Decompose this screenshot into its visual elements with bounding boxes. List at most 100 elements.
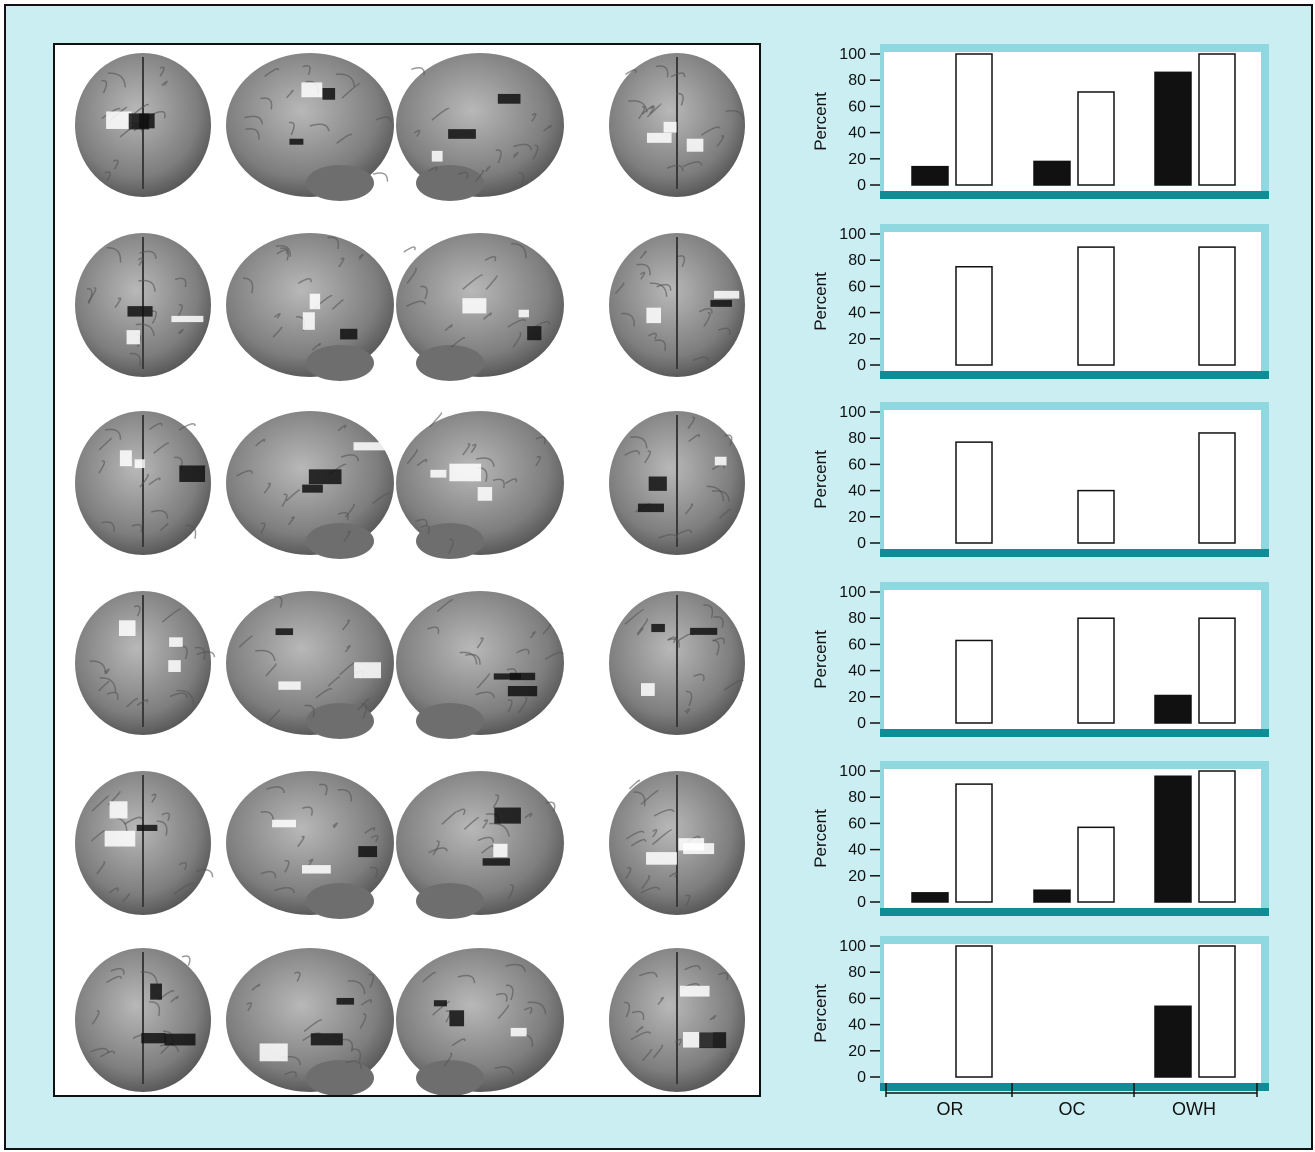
bar-black-oc	[1033, 160, 1071, 186]
y-tick-label: 60	[848, 98, 866, 115]
y-tick-label: 80	[848, 789, 866, 806]
chart-frame-bottom	[880, 191, 1269, 199]
y-tick-label: 0	[857, 535, 866, 552]
chart-frame-bottom	[880, 549, 1269, 557]
y-tick-label: 60	[848, 990, 866, 1007]
y-tick-label: 0	[857, 1069, 866, 1086]
bar-white-or	[955, 53, 993, 186]
brain-posterior-view-row-1	[609, 53, 745, 197]
y-tick-label: 40	[848, 125, 866, 142]
y-axis-label: Percent	[811, 92, 830, 151]
y-tick-label: 20	[848, 509, 866, 526]
x-tick-label-owh: OWH	[1172, 1099, 1216, 1119]
bar-black-or	[911, 165, 949, 186]
y-tick-label: 20	[848, 1043, 866, 1060]
bar-white-owh	[1198, 770, 1236, 903]
brain-left-lateral-view-row-5	[226, 771, 394, 919]
brain-right-lateral-view-row-5	[396, 771, 564, 919]
y-tick-label: 80	[848, 610, 866, 627]
chart-frame-top	[880, 582, 1269, 590]
y-tick-label: 20	[848, 868, 866, 885]
bar-white-oc	[1077, 91, 1115, 186]
bar-black-oc	[1033, 889, 1071, 903]
bar-black-owh	[1154, 775, 1192, 903]
chart-frame-right	[1261, 44, 1269, 199]
x-tick-label-or: OR	[937, 1099, 964, 1119]
bar-white-oc	[1077, 617, 1115, 724]
brain-right-lateral-view-row-1	[396, 53, 564, 201]
bar-white-or	[955, 639, 993, 724]
y-tick-label: 100	[839, 404, 866, 421]
brain-right-lateral-view-row-4	[396, 591, 564, 739]
brain-left-lateral-view-row-2	[226, 233, 394, 381]
y-tick-label: 80	[848, 72, 866, 89]
x-tick-label-oc: OC	[1059, 1099, 1086, 1119]
bar-white-or	[955, 266, 993, 366]
chart-frame-left	[880, 761, 884, 916]
brain-posterior-view-row-6	[609, 948, 745, 1092]
bar-white-owh	[1198, 432, 1236, 544]
chart-frame-top	[880, 402, 1269, 410]
y-tick-label: 0	[857, 715, 866, 732]
chart-frame-left	[880, 402, 884, 557]
brain-left-lateral-view-row-4	[226, 591, 394, 739]
brain-images-panel	[53, 43, 761, 1097]
y-tick-label: 40	[848, 305, 866, 322]
brain-right-lateral-view-row-3	[396, 411, 564, 559]
bar-white-oc	[1077, 246, 1115, 366]
y-tick-label: 100	[839, 938, 866, 955]
chart-frame-left	[880, 936, 884, 1091]
y-axis-label: Percent	[811, 984, 830, 1043]
chart-frame-top	[880, 761, 1269, 769]
bar-white-oc	[1077, 489, 1115, 544]
bar-white-owh	[1198, 246, 1236, 366]
brain-frontal-view-row-6	[75, 948, 211, 1092]
y-tick-label: 100	[839, 763, 866, 780]
brain-posterior-view-row-4	[609, 591, 745, 735]
brain-left-lateral-view-row-1	[226, 53, 394, 201]
brain-right-lateral-view-row-6	[396, 948, 564, 1095]
chart-frame-bottom	[880, 371, 1269, 379]
y-tick-label: 80	[848, 430, 866, 447]
bar-chart-2: 0 20 40 60 80 100 Percent	[811, 224, 1269, 379]
y-tick-label: 40	[848, 483, 866, 500]
brain-frontal-view-row-3	[75, 411, 211, 555]
brain-frontal-view-row-2	[75, 233, 211, 377]
chart-frame-right	[1261, 402, 1269, 557]
bar-white-or	[955, 783, 993, 903]
chart-frame-top	[880, 224, 1269, 232]
brain-left-lateral-view-row-3	[226, 411, 394, 559]
bar-chart-4: 0 20 40 60 80 100 Percent	[811, 582, 1269, 737]
brain-frontal-view-row-1	[75, 53, 211, 197]
chart-frame-right	[1261, 582, 1269, 737]
y-tick-label: 20	[848, 331, 866, 348]
chart-frame-top	[880, 44, 1269, 52]
chart-frame-left	[880, 224, 884, 379]
chart-frame-top	[880, 936, 1269, 944]
chart-frame-left	[880, 582, 884, 737]
bar-white-owh	[1198, 53, 1236, 186]
brain-posterior-view-row-5	[609, 771, 745, 915]
brain-frontal-view-row-4	[75, 591, 216, 735]
bar-black-owh	[1154, 1005, 1192, 1078]
brain-left-lateral-view-row-6	[226, 948, 394, 1095]
y-tick-label: 60	[848, 815, 866, 832]
bar-black-or	[911, 892, 949, 903]
bar-white-oc	[1077, 826, 1115, 903]
chart-frame-right	[1261, 224, 1269, 379]
brain-posterior-view-row-3	[609, 411, 745, 555]
brain-images-grid	[75, 53, 745, 1095]
bar-white-owh	[1198, 945, 1236, 1078]
bar-white-owh	[1198, 617, 1236, 724]
y-tick-label: 80	[848, 964, 866, 981]
chart-frame-bottom	[880, 908, 1269, 916]
y-tick-label: 100	[839, 584, 866, 601]
bar-chart-1: 0 20 40 60 80 100 Percent	[811, 44, 1269, 199]
y-tick-label: 0	[857, 894, 866, 911]
y-tick-label: 0	[857, 177, 866, 194]
y-axis-label: Percent	[811, 450, 830, 509]
y-tick-label: 100	[839, 226, 866, 243]
y-tick-label: 20	[848, 151, 866, 168]
y-tick-label: 60	[848, 456, 866, 473]
x-axis: OR OC OWH	[885, 1083, 1258, 1119]
